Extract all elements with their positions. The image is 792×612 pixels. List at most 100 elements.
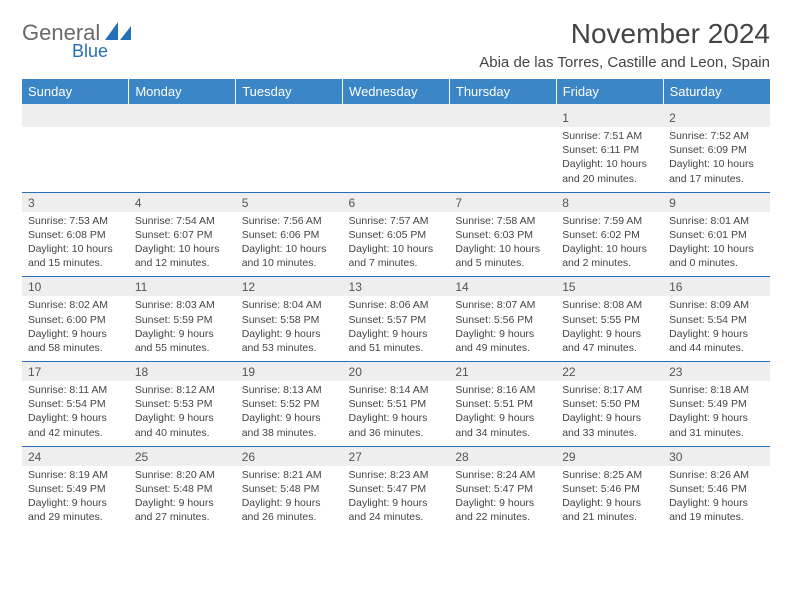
sunrise-text: Sunrise: 8:20 AM xyxy=(135,468,230,482)
day-details xyxy=(343,127,450,192)
daylight-text: Daylight: 10 hours and 15 minutes. xyxy=(28,242,123,270)
sunrise-text: Sunrise: 8:12 AM xyxy=(135,383,230,397)
week-daynum-row: 17181920212223 xyxy=(22,362,770,382)
sunrise-text: Sunrise: 8:24 AM xyxy=(455,468,550,482)
daylight-text: Daylight: 9 hours and 29 minutes. xyxy=(28,496,123,524)
day-number: 2 xyxy=(663,108,770,127)
sunset-text: Sunset: 5:49 PM xyxy=(669,397,764,411)
day-details xyxy=(129,127,236,192)
sunset-text: Sunset: 5:51 PM xyxy=(455,397,550,411)
sunset-text: Sunset: 6:07 PM xyxy=(135,228,230,242)
daylight-text: Daylight: 9 hours and 26 minutes. xyxy=(242,496,337,524)
sunrise-text: Sunrise: 7:57 AM xyxy=(349,214,444,228)
sunset-text: Sunset: 5:50 PM xyxy=(562,397,657,411)
sunset-text: Sunset: 5:52 PM xyxy=(242,397,337,411)
day-number xyxy=(449,108,556,127)
daylight-text: Daylight: 10 hours and 17 minutes. xyxy=(669,157,764,185)
day-number: 16 xyxy=(663,277,770,297)
day-number: 10 xyxy=(22,277,129,297)
day-number: 11 xyxy=(129,277,236,297)
sunrise-text: Sunrise: 8:23 AM xyxy=(349,468,444,482)
day-details: Sunrise: 8:06 AMSunset: 5:57 PMDaylight:… xyxy=(343,296,450,361)
week-daynum-row: 3456789 xyxy=(22,192,770,212)
daylight-text: Daylight: 9 hours and 47 minutes. xyxy=(562,327,657,355)
day-number: 28 xyxy=(449,446,556,466)
sunrise-text: Sunrise: 8:25 AM xyxy=(562,468,657,482)
week-detail-row: Sunrise: 8:19 AMSunset: 5:49 PMDaylight:… xyxy=(22,466,770,531)
logo: General Blue xyxy=(22,18,131,60)
day-details: Sunrise: 8:19 AMSunset: 5:49 PMDaylight:… xyxy=(22,466,129,531)
day-number: 26 xyxy=(236,446,343,466)
day-number xyxy=(129,108,236,127)
daylight-text: Daylight: 9 hours and 34 minutes. xyxy=(455,411,550,439)
daylight-text: Daylight: 10 hours and 2 minutes. xyxy=(562,242,657,270)
sunrise-text: Sunrise: 8:18 AM xyxy=(669,383,764,397)
sunrise-text: Sunrise: 8:13 AM xyxy=(242,383,337,397)
day-number: 4 xyxy=(129,192,236,212)
sunrise-text: Sunrise: 8:17 AM xyxy=(562,383,657,397)
sunset-text: Sunset: 6:09 PM xyxy=(669,143,764,157)
day-details: Sunrise: 8:07 AMSunset: 5:56 PMDaylight:… xyxy=(449,296,556,361)
daylight-text: Daylight: 10 hours and 12 minutes. xyxy=(135,242,230,270)
day-number: 7 xyxy=(449,192,556,212)
sunset-text: Sunset: 6:08 PM xyxy=(28,228,123,242)
day-number: 21 xyxy=(449,362,556,382)
day-number: 22 xyxy=(556,362,663,382)
sunrise-text: Sunrise: 8:01 AM xyxy=(669,214,764,228)
sunrise-text: Sunrise: 8:06 AM xyxy=(349,298,444,312)
day-number: 25 xyxy=(129,446,236,466)
daylight-text: Daylight: 10 hours and 5 minutes. xyxy=(455,242,550,270)
day-details xyxy=(449,127,556,192)
daylight-text: Daylight: 9 hours and 38 minutes. xyxy=(242,411,337,439)
daylight-text: Daylight: 9 hours and 42 minutes. xyxy=(28,411,123,439)
day-details: Sunrise: 7:58 AMSunset: 6:03 PMDaylight:… xyxy=(449,212,556,277)
day-details: Sunrise: 8:26 AMSunset: 5:46 PMDaylight:… xyxy=(663,466,770,531)
page-header: General Blue November 2024 Abia de las T… xyxy=(22,18,770,71)
week-detail-row: Sunrise: 7:53 AMSunset: 6:08 PMDaylight:… xyxy=(22,212,770,277)
logo-word-blue: Blue xyxy=(72,42,131,60)
week-daynum-row: 12 xyxy=(22,108,770,127)
sunset-text: Sunset: 5:46 PM xyxy=(562,482,657,496)
day-number xyxy=(343,108,450,127)
day-details: Sunrise: 8:21 AMSunset: 5:48 PMDaylight:… xyxy=(236,466,343,531)
sunrise-text: Sunrise: 8:04 AM xyxy=(242,298,337,312)
day-details: Sunrise: 8:13 AMSunset: 5:52 PMDaylight:… xyxy=(236,381,343,446)
daylight-text: Daylight: 9 hours and 55 minutes. xyxy=(135,327,230,355)
week-detail-row: Sunrise: 8:02 AMSunset: 6:00 PMDaylight:… xyxy=(22,296,770,361)
sunrise-text: Sunrise: 8:02 AM xyxy=(28,298,123,312)
sunrise-text: Sunrise: 8:09 AM xyxy=(669,298,764,312)
dow-friday: Friday xyxy=(556,79,663,104)
sunrise-text: Sunrise: 8:14 AM xyxy=(349,383,444,397)
logo-text: General Blue xyxy=(22,18,131,60)
dow-wednesday: Wednesday xyxy=(343,79,450,104)
sunset-text: Sunset: 5:58 PM xyxy=(242,313,337,327)
day-details: Sunrise: 7:53 AMSunset: 6:08 PMDaylight:… xyxy=(22,212,129,277)
day-details: Sunrise: 8:01 AMSunset: 6:01 PMDaylight:… xyxy=(663,212,770,277)
daylight-text: Daylight: 9 hours and 53 minutes. xyxy=(242,327,337,355)
day-of-week-row: Sunday Monday Tuesday Wednesday Thursday… xyxy=(22,79,770,104)
sunrise-text: Sunrise: 7:51 AM xyxy=(562,129,657,143)
day-details: Sunrise: 8:17 AMSunset: 5:50 PMDaylight:… xyxy=(556,381,663,446)
day-number: 12 xyxy=(236,277,343,297)
day-number: 9 xyxy=(663,192,770,212)
week-daynum-row: 24252627282930 xyxy=(22,446,770,466)
day-details xyxy=(22,127,129,192)
sunset-text: Sunset: 5:47 PM xyxy=(455,482,550,496)
daylight-text: Daylight: 10 hours and 0 minutes. xyxy=(669,242,764,270)
day-details: Sunrise: 7:51 AMSunset: 6:11 PMDaylight:… xyxy=(556,127,663,192)
week-daynum-row: 10111213141516 xyxy=(22,277,770,297)
sunset-text: Sunset: 5:49 PM xyxy=(28,482,123,496)
calendar-body: 12Sunrise: 7:51 AMSunset: 6:11 PMDayligh… xyxy=(22,108,770,530)
week-detail-row: Sunrise: 8:11 AMSunset: 5:54 PMDaylight:… xyxy=(22,381,770,446)
day-number: 18 xyxy=(129,362,236,382)
daylight-text: Daylight: 9 hours and 51 minutes. xyxy=(349,327,444,355)
sunset-text: Sunset: 5:56 PM xyxy=(455,313,550,327)
daylight-text: Daylight: 9 hours and 22 minutes. xyxy=(455,496,550,524)
day-number: 13 xyxy=(343,277,450,297)
title-block: November 2024 Abia de las Torres, Castil… xyxy=(479,18,770,71)
day-number: 6 xyxy=(343,192,450,212)
day-details: Sunrise: 7:52 AMSunset: 6:09 PMDaylight:… xyxy=(663,127,770,192)
daylight-text: Daylight: 10 hours and 7 minutes. xyxy=(349,242,444,270)
sunrise-text: Sunrise: 8:08 AM xyxy=(562,298,657,312)
day-number: 27 xyxy=(343,446,450,466)
